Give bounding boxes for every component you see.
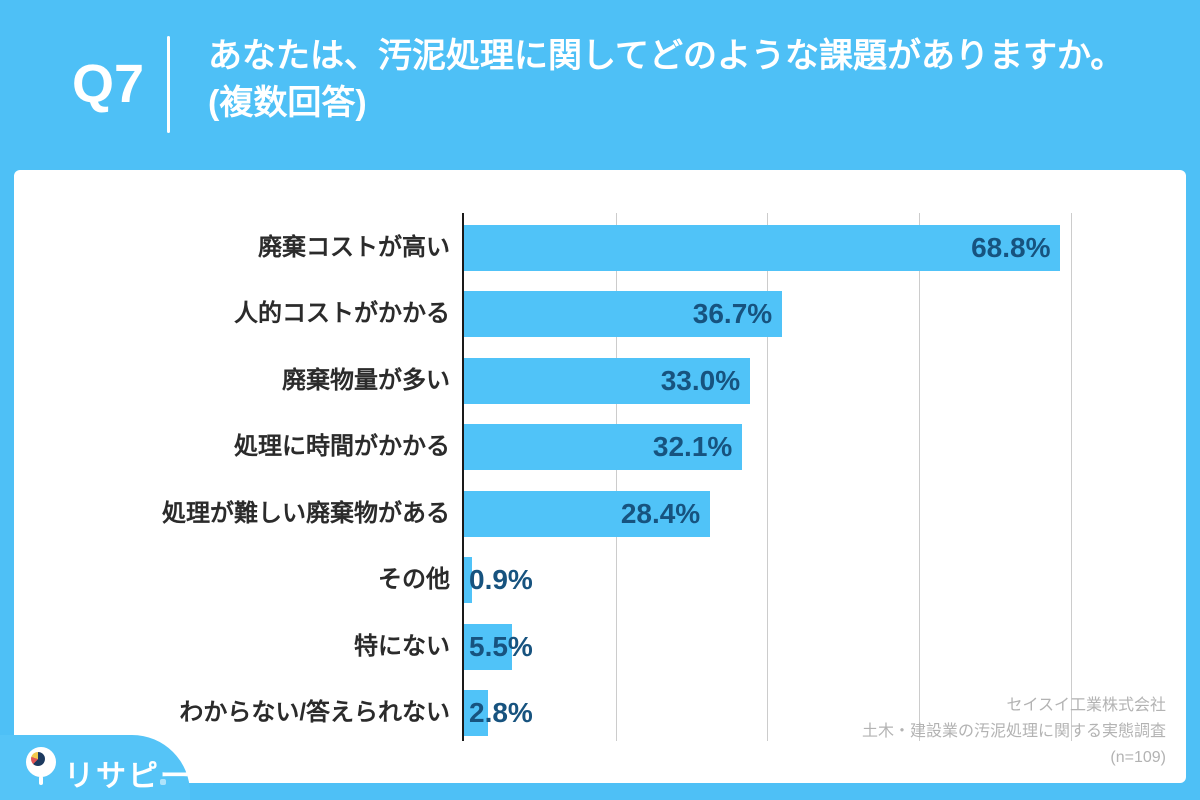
category-label: 処理が難しい廃棄物がある <box>162 499 450 527</box>
bar <box>464 490 711 537</box>
pie-glyph <box>31 752 45 766</box>
value-label: 2.8% <box>469 697 533 728</box>
bar-row: 0.9% <box>464 557 1162 604</box>
category-label: その他 <box>378 566 450 594</box>
value-label: 0.9% <box>469 564 533 596</box>
category-label: 人的コストがかかる <box>234 300 450 328</box>
bar <box>464 291 783 338</box>
value-label: 32.1% <box>652 431 733 463</box>
bar <box>464 690 489 736</box>
bar <box>464 557 472 604</box>
page-title-line1: あなたは、汚泥処理に関してどのような課題がありますか。 <box>208 37 1125 75</box>
bar-chart-plot-area: 68.8% 36.7% 33.0% 32.1% 28.4% 0.9% 5.5% 2.8% <box>462 213 1162 741</box>
brand-badge: リサピー <box>0 735 190 800</box>
category-labels-column: 廃棄コストが高い人的コストがかかる廃棄物量が多い処理に時間がかかる処理が難しい廃… <box>14 170 450 783</box>
bar <box>464 225 1061 271</box>
magnifier-stem <box>39 776 43 785</box>
gridline <box>767 213 769 741</box>
category-label: 処理に時間がかかる <box>234 433 450 461</box>
magnifier-pie-icon <box>26 747 56 789</box>
bar-row: 68.8% <box>464 225 1162 271</box>
source-survey-name: 土木・建設業の汚泥処理に関する実態調査 <box>861 723 1166 740</box>
header-divider <box>167 36 170 133</box>
category-label: 廃棄コストが高い <box>258 234 450 261</box>
bar-row: 2.8% <box>464 690 1162 736</box>
bar <box>464 424 743 471</box>
category-label: 特にない <box>354 632 450 660</box>
value-label: 36.7% <box>692 298 773 330</box>
brand-name: リサピー <box>64 760 192 793</box>
category-label: わからない/答えられない <box>179 699 450 726</box>
gridline <box>919 213 921 741</box>
page-title: あなたは、汚泥処理に関してどのような課題がありますか。 (複数回答) <box>208 33 1168 127</box>
source-sample-size: (n=109) <box>1110 749 1166 766</box>
chart-card: 廃棄コストが高い人的コストがかかる廃棄物量が多い処理に時間がかかる処理が難しい廃… <box>14 170 1186 783</box>
question-number: Q7 <box>71 54 145 114</box>
bar-row: 32.1% <box>464 424 1162 471</box>
gridline <box>615 213 617 741</box>
bar <box>464 357 751 404</box>
category-label: 廃棄物量が多い <box>282 366 450 394</box>
brand-dot <box>160 779 166 785</box>
y-axis-line <box>462 213 464 741</box>
page-title-line2: (複数回答) <box>208 84 367 122</box>
bar-row: 5.5% <box>464 623 1162 670</box>
bar-row: 33.0% <box>464 357 1162 404</box>
value-label: 68.8% <box>971 232 1051 263</box>
bar <box>464 623 512 670</box>
value-label: 28.4% <box>620 497 701 529</box>
value-label: 5.5% <box>469 630 533 662</box>
bar-row: 36.7% <box>464 291 1162 338</box>
value-label: 33.0% <box>660 364 741 396</box>
gridline <box>1070 213 1072 741</box>
source-attribution: セイスイ工業株式会社 土木・建設業の汚泥処理に関する実態調査 (n=109) <box>862 693 1166 771</box>
bar-row: 28.4% <box>464 490 1162 537</box>
source-company: セイスイ工業株式会社 <box>1006 697 1166 714</box>
